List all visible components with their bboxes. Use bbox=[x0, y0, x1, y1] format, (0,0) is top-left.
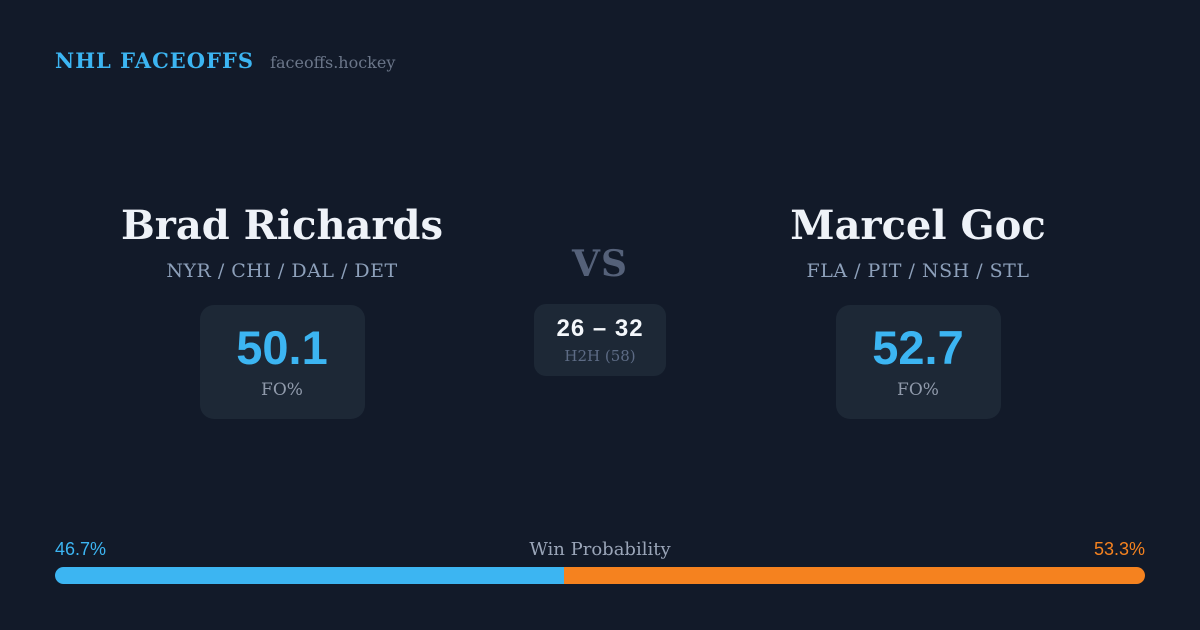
player-right-stat-label: FO% bbox=[897, 380, 939, 400]
player-left-teams: NYR / CHI / DAL / DET bbox=[166, 260, 398, 282]
site-url: faceoffs.hockey bbox=[270, 53, 396, 72]
player-left-name: Brad Richards bbox=[120, 202, 444, 249]
win-probability-left-label: 46.7% bbox=[55, 539, 107, 559]
win-bar-segment-right bbox=[564, 567, 1145, 584]
player-left-stat-value: 50.1 bbox=[236, 321, 328, 374]
player-left-stat-label: FO% bbox=[261, 380, 303, 400]
player-right-stat-card: 52.7 FO% bbox=[835, 305, 1001, 419]
win-probability-right-label: 53.3% bbox=[1093, 539, 1145, 559]
player-right-column: Marcel Goc FLA / PIT / NSH / STL 52.7 FO… bbox=[636, 203, 1200, 419]
win-probability-title: Win Probability bbox=[529, 539, 671, 560]
header: NHL FACEOFFS faceoffs.hockey bbox=[55, 48, 395, 73]
player-right-teams: FLA / PIT / NSH / STL bbox=[806, 260, 1030, 282]
matchup-center-column: VS 26 – 32 H2H (58) bbox=[534, 203, 666, 376]
player-right-name: Marcel Goc bbox=[790, 202, 1046, 249]
h2h-score: 26 – 32 bbox=[556, 315, 644, 343]
brand-title: NHL FACEOFFS bbox=[55, 48, 255, 73]
h2h-label: H2H (58) bbox=[564, 346, 636, 365]
player-left-column: Brad Richards NYR / CHI / DAL / DET 50.1… bbox=[0, 203, 564, 419]
win-probability-labels: 46.7% Win Probability 53.3% bbox=[55, 539, 1145, 561]
win-bar-segment-left bbox=[55, 567, 565, 584]
player-right-stat-value: 52.7 bbox=[872, 321, 964, 374]
player-left-stat-card: 50.1 FO% bbox=[199, 305, 365, 419]
win-probability-bar bbox=[55, 567, 1145, 584]
h2h-card: 26 – 32 H2H (58) bbox=[534, 304, 666, 376]
vs-label: VS bbox=[572, 243, 628, 285]
